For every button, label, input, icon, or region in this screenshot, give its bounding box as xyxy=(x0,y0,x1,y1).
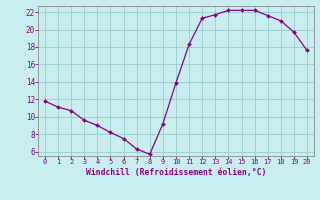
X-axis label: Windchill (Refroidissement éolien,°C): Windchill (Refroidissement éolien,°C) xyxy=(86,168,266,177)
